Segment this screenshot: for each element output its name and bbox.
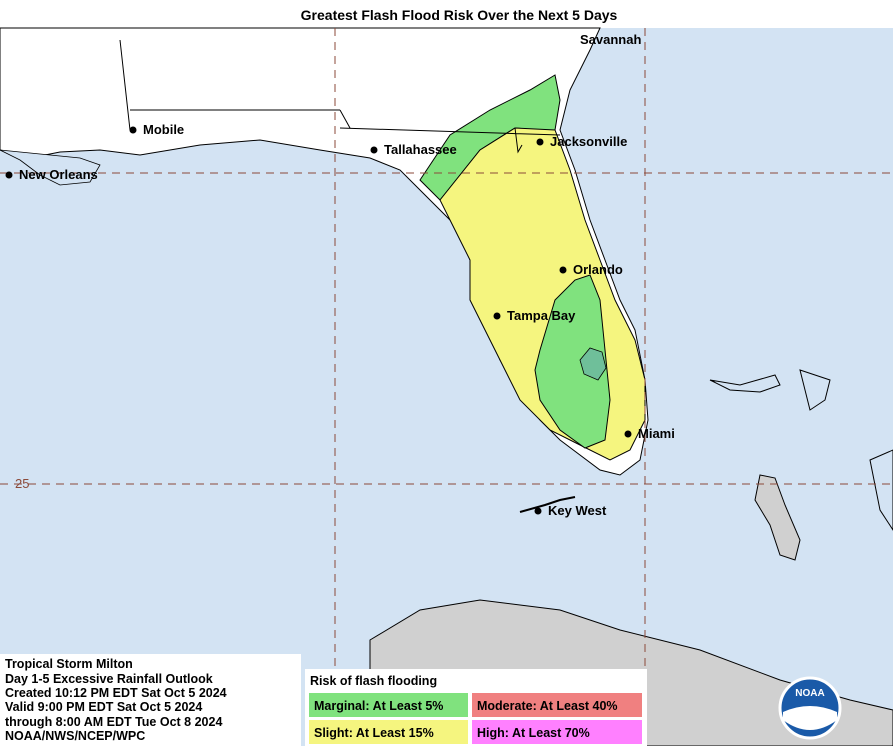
city-label: Key West xyxy=(548,503,607,518)
city-dot xyxy=(493,312,501,320)
logo-text: NOAA xyxy=(795,688,824,699)
city-dot xyxy=(559,266,567,274)
title: Greatest Flash Flood Risk Over the Next … xyxy=(301,7,618,23)
city-dot xyxy=(5,171,13,179)
city-label: Orlando xyxy=(573,262,623,277)
info-line: Created 10:12 PM EDT Sat Oct 5 2024 xyxy=(5,686,227,700)
legend-swatch xyxy=(472,693,642,717)
city-label: New Orleans xyxy=(19,167,98,182)
info-line: Day 1-5 Excessive Rainfall Outlook xyxy=(5,672,213,686)
lake-okeechobee xyxy=(579,347,607,381)
city-dot xyxy=(534,507,542,515)
legend-label: Slight: At Least 15% xyxy=(314,726,434,740)
city-label: Savannah xyxy=(580,32,641,47)
legend-label: High: At Least 70% xyxy=(477,726,590,740)
city-label: Tallahassee xyxy=(384,142,457,157)
logo-wave xyxy=(783,706,837,730)
info-line: Tropical Storm Milton xyxy=(5,657,133,671)
legend-swatch xyxy=(309,693,468,717)
city-dot xyxy=(129,126,137,134)
latitude-label: 25 xyxy=(15,476,29,491)
keys xyxy=(519,496,576,513)
city-dot xyxy=(370,146,378,154)
info-line: through 8:00 AM EDT Tue Oct 8 2024 xyxy=(5,715,222,729)
info-line: Valid 9:00 PM EDT Sat Oct 5 2024 xyxy=(5,700,202,714)
info-line: NOAA/NWS/NCEP/WPC xyxy=(5,729,145,743)
legend-label: Marginal: At Least 5% xyxy=(314,699,443,713)
islands xyxy=(709,369,893,531)
legend-swatch xyxy=(309,720,468,744)
lake xyxy=(0,149,101,186)
legend-title: Risk of flash flooding xyxy=(310,674,437,688)
city-label: Miami xyxy=(638,426,675,441)
city-dot xyxy=(624,430,632,438)
state-border xyxy=(119,39,561,154)
legend-swatch xyxy=(472,720,642,744)
city-dot xyxy=(536,138,544,146)
legend-label: Moderate: At Least 40% xyxy=(477,699,618,713)
bahamas xyxy=(754,474,801,561)
city-label: Jacksonville xyxy=(550,134,627,149)
city-label: Tampa Bay xyxy=(507,308,576,323)
marginal-area xyxy=(534,274,611,449)
city-label: Mobile xyxy=(143,122,184,137)
info-box xyxy=(0,654,301,746)
cities: Savannah Mobile Tallahassee Jacksonville… xyxy=(5,32,675,518)
